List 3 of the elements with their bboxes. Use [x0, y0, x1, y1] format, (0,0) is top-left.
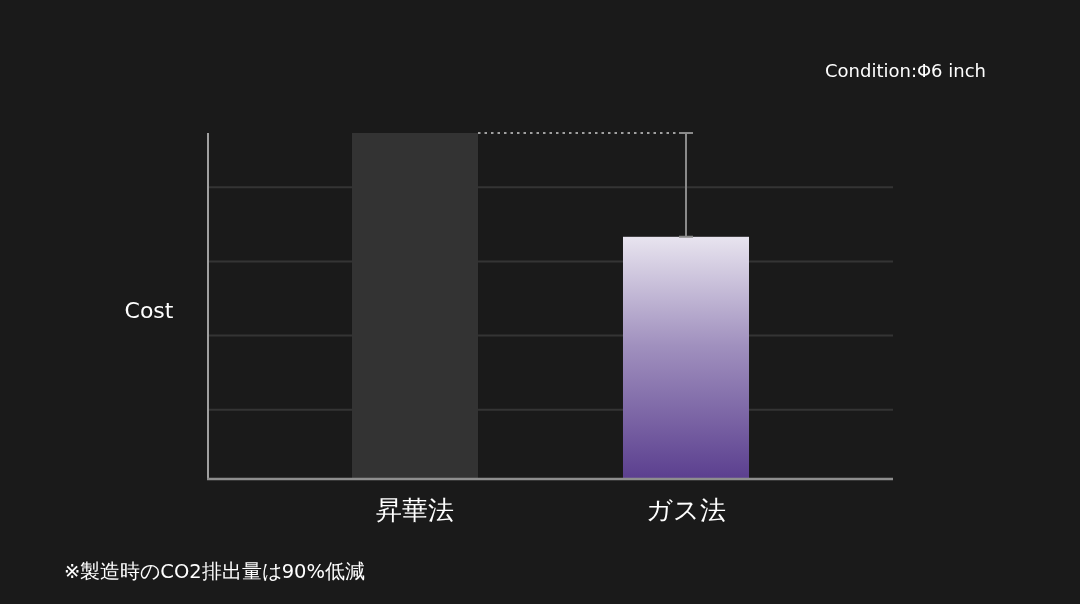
- annotation: Condition:Φ6 inch: [825, 60, 986, 81]
- annotation: ※製造時のCO2排出量は90%低減: [64, 560, 366, 583]
- ylabel: Cost: [124, 298, 174, 323]
